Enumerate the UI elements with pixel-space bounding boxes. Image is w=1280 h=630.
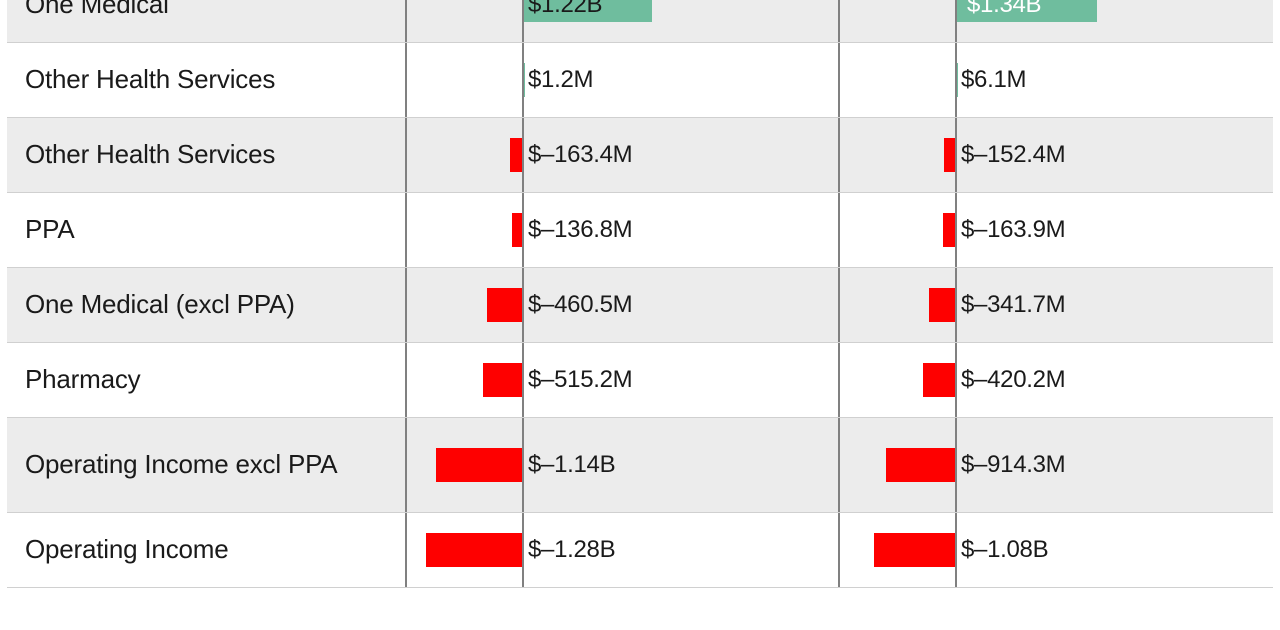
row-label: One Medical [7,0,407,42]
bar-cell-col1: $–163.4M [407,118,840,192]
zero-axis [522,193,524,267]
value-label: $1.22B [528,0,602,19]
row-label-text: Operating Income excl PPA [25,450,337,480]
negative-bar [436,448,522,482]
value-label: $–163.9M [961,216,1065,244]
value-label: $–1.08B [961,536,1048,564]
table-row: Pharmacy $–515.2M $–420.2M [7,343,1273,418]
bar-cell-col2: $–914.3M [840,418,1273,512]
value-label: $1.34B [967,0,1041,19]
row-label: Operating Income excl PPA [7,418,407,512]
row-label: One Medical (excl PPA) [7,268,407,342]
bar-cell-col1: $–1.14B [407,418,840,512]
table-row: Other Health Services $1.2M $6.1M [7,43,1273,118]
bar-cell-col2: $1.34B [840,0,1273,42]
value-label: $–1.14B [528,451,615,479]
zero-axis [955,118,957,192]
bar-cell-col1: $1.22B [407,0,840,42]
bar-cell-col2: $–163.9M [840,193,1273,267]
zero-axis [955,513,957,587]
value-label: $6.1M [961,66,1026,94]
financial-bar-table: One Medical $1.22B $1.34B Other Health Serv… [7,0,1273,588]
negative-bar [874,533,955,567]
negative-bar [512,213,522,247]
row-label: Pharmacy [7,343,407,417]
zero-axis [522,418,524,512]
row-label-text: PPA [25,215,75,245]
bar-cell-col2: $–1.08B [840,513,1273,587]
negative-bar [510,138,522,172]
zero-axis [522,513,524,587]
value-label: $–515.2M [528,366,632,394]
row-label-text: Operating Income [25,535,228,565]
table-row: One Medical $1.22B $1.34B [7,0,1273,43]
bar-cell-col2: $–341.7M [840,268,1273,342]
positive-bar [957,63,958,97]
negative-bar [944,138,955,172]
row-label-text: One Medical (excl PPA) [25,290,295,320]
table-row: One Medical (excl PPA) $–460.5M $–341.7M [7,268,1273,343]
value-label: $–1.28B [528,536,615,564]
bar-cell-col2: $6.1M [840,43,1273,117]
zero-axis [955,418,957,512]
row-label: PPA [7,193,407,267]
zero-axis [955,343,957,417]
negative-bar [943,213,955,247]
table-row: Operating Income $–1.28B $–1.08B [7,513,1273,588]
zero-axis [955,193,957,267]
bar-cell-col1: $–515.2M [407,343,840,417]
table-row: Operating Income excl PPA $–1.14B $–914.3M [7,418,1273,513]
value-label: $–341.7M [961,291,1065,319]
bar-cell-col2: $–152.4M [840,118,1273,192]
value-label: $1.2M [528,66,593,94]
value-label: $–914.3M [961,451,1065,479]
row-label: Operating Income [7,513,407,587]
bar-cell-col1: $1.2M [407,43,840,117]
row-label-text: Other Health Services [25,65,275,95]
positive-bar [524,63,525,97]
value-label: $–163.4M [528,141,632,169]
negative-bar [886,448,955,482]
value-label: $–460.5M [528,291,632,319]
table-row: PPA $–136.8M $–163.9M [7,193,1273,268]
table-row: Other Health Services $–163.4M $–152.4M [7,118,1273,193]
negative-bar [929,288,955,322]
bar-cell-col1: $–460.5M [407,268,840,342]
bar-cell-col2: $–420.2M [840,343,1273,417]
zero-axis [955,268,957,342]
negative-bar [923,363,955,397]
row-label-text: Pharmacy [25,365,140,395]
negative-bar [487,288,522,322]
row-label-text: Other Health Services [25,140,275,170]
value-label: $–420.2M [961,366,1065,394]
negative-bar [483,363,522,397]
zero-axis [522,343,524,417]
bar-cell-col1: $–136.8M [407,193,840,267]
zero-axis [522,268,524,342]
negative-bar [426,533,522,567]
row-label: Other Health Services [7,43,407,117]
row-label-text: One Medical [25,0,169,20]
zero-axis [522,118,524,192]
bar-cell-col1: $–1.28B [407,513,840,587]
value-label: $–136.8M [528,216,632,244]
value-label: $–152.4M [961,141,1065,169]
row-label: Other Health Services [7,118,407,192]
